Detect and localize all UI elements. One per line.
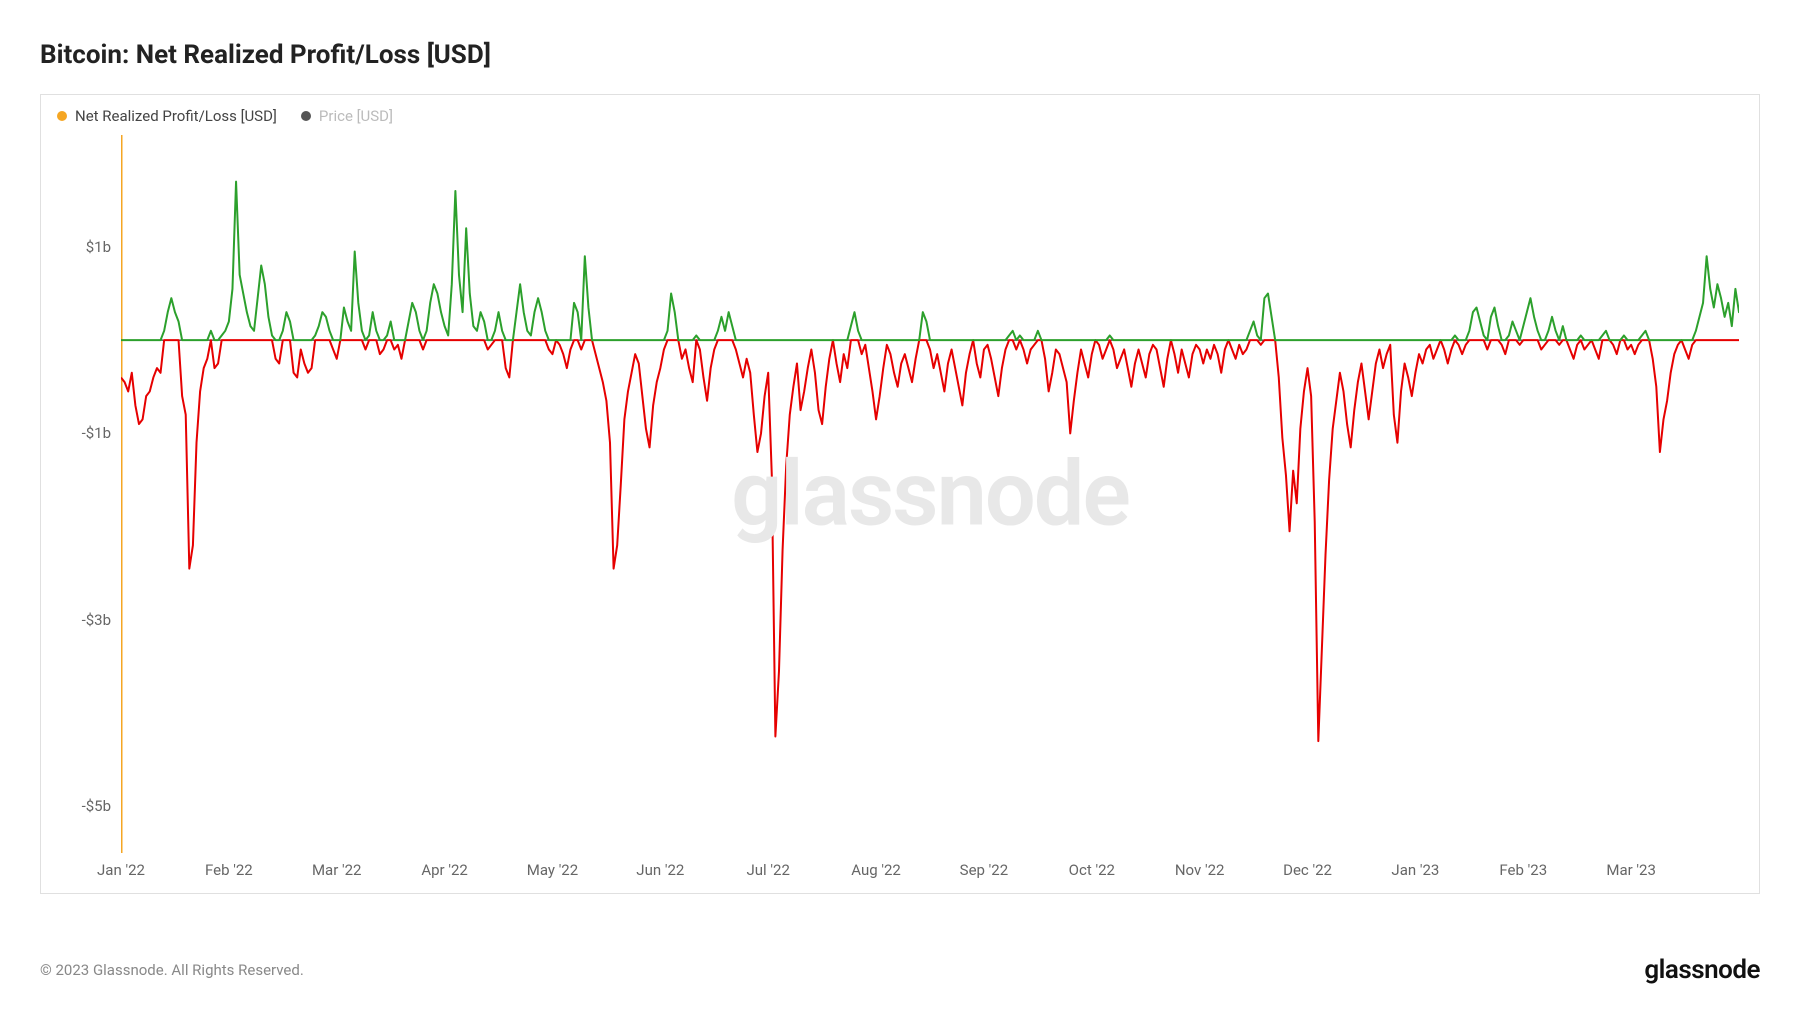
- y-tick-label: -$1b: [82, 424, 121, 442]
- legend-label-2: Price [USD]: [319, 107, 393, 125]
- x-tick-label: Sep '22: [960, 853, 1009, 879]
- x-tick-label: Jan '23: [1391, 853, 1439, 879]
- x-tick-label: Mar '23: [1606, 853, 1656, 879]
- legend: Net Realized Profit/Loss [USD] Price [US…: [57, 107, 393, 125]
- legend-label-1: Net Realized Profit/Loss [USD]: [75, 107, 277, 125]
- x-tick-label: Jun '22: [636, 853, 684, 879]
- chart-title: Bitcoin: Net Realized Profit/Loss [USD]: [40, 40, 1760, 70]
- chart-frame: Net Realized Profit/Loss [USD] Price [US…: [40, 94, 1760, 894]
- footer: © 2023 Glassnode. All Rights Reserved. g…: [40, 955, 1760, 985]
- x-tick-label: Feb '23: [1499, 853, 1547, 879]
- plot-area: glassnode $1b-$1b-$3b-$5b Jan '22Feb '22…: [121, 135, 1739, 853]
- y-tick-label: $1b: [86, 238, 121, 256]
- x-tick-label: Oct '22: [1069, 853, 1115, 879]
- x-tick-label: Jan '22: [97, 853, 145, 879]
- copyright: © 2023 Glassnode. All Rights Reserved.: [40, 961, 304, 979]
- x-tick-label: Nov '22: [1175, 853, 1225, 879]
- x-tick-label: Aug '22: [851, 853, 901, 879]
- legend-dot-2: [301, 111, 311, 121]
- plot-svg: [121, 135, 1739, 853]
- legend-item-2: Price [USD]: [301, 107, 393, 125]
- x-tick-label: Dec '22: [1283, 853, 1332, 879]
- y-tick-label: -$5b: [82, 797, 121, 815]
- x-tick-label: Jul '22: [746, 853, 789, 879]
- brand-logo: glassnode: [1644, 955, 1760, 985]
- y-tick-label: -$3b: [82, 611, 121, 629]
- legend-dot-1: [57, 111, 67, 121]
- x-tick-label: Mar '22: [312, 853, 362, 879]
- x-tick-label: Apr '22: [421, 853, 468, 879]
- legend-item-1: Net Realized Profit/Loss [USD]: [57, 107, 277, 125]
- x-tick-label: Feb '22: [205, 853, 253, 879]
- x-tick-label: May '22: [527, 853, 578, 879]
